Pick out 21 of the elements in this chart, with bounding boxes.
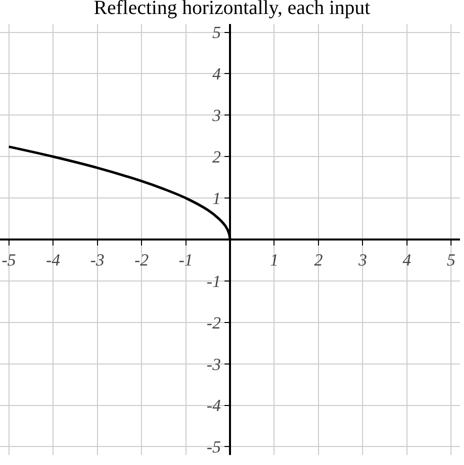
chart-title: Reflecting horizontally, each input xyxy=(94,0,371,19)
x-tick-label: -1 xyxy=(178,250,193,270)
y-tick-label: -5 xyxy=(206,438,221,457)
y-tick-label: -4 xyxy=(206,396,222,416)
x-tick-label: 4 xyxy=(402,250,412,270)
x-tick-label: 3 xyxy=(357,250,367,270)
x-tick-label: 5 xyxy=(446,250,456,270)
y-tick-label: -3 xyxy=(206,354,221,374)
y-tick-label: 2 xyxy=(212,148,222,167)
y-tick-label: 5 xyxy=(212,23,221,42)
x-tick-label: -5 xyxy=(2,250,16,270)
x-tick-label: -3 xyxy=(90,250,104,270)
x-tick-label: 2 xyxy=(314,250,324,270)
x-tick-label: -2 xyxy=(134,250,150,270)
y-tick-label: -2 xyxy=(206,313,222,332)
x-tick-label: -4 xyxy=(46,250,61,270)
y-tick-label: 4 xyxy=(212,64,222,84)
y-tick-label: 1 xyxy=(212,189,221,208)
x-tick-label: 1 xyxy=(270,250,278,270)
y-tick-label: 3 xyxy=(211,106,221,126)
y-tick-label: -1 xyxy=(206,272,221,291)
